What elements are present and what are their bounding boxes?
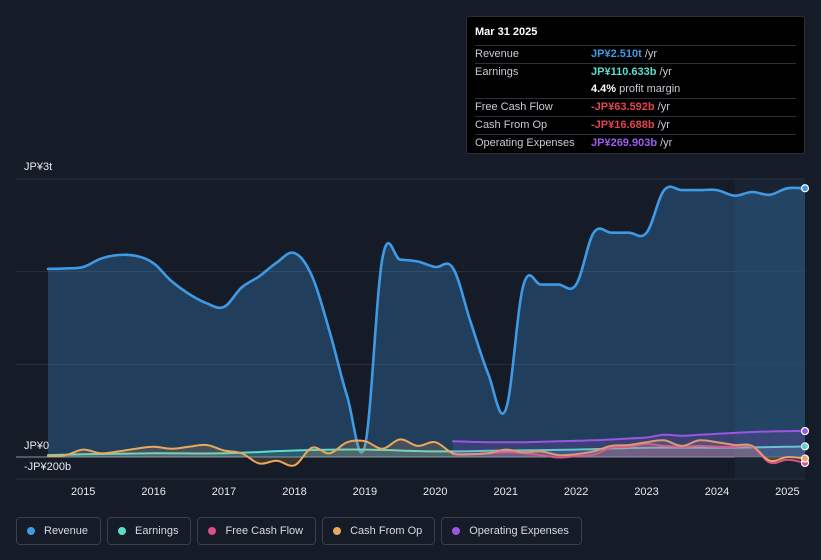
legend-label: Revenue xyxy=(44,525,89,537)
tooltip-row-suffix: /yr xyxy=(654,101,670,113)
y-label-top: JP¥3t xyxy=(24,161,52,173)
series-end-marker-earnings xyxy=(800,442,810,451)
series-line-cash-from-op xyxy=(47,438,806,467)
legend-dot-icon xyxy=(27,527,35,535)
grid xyxy=(16,178,805,480)
tooltip-row-value: JP¥269.903b /yr xyxy=(591,135,672,152)
tooltip-row-suffix: /yr xyxy=(656,66,672,78)
tooltip-row: Revenue JP¥2.510t /yr xyxy=(475,45,796,63)
tooltip-row-value: JP¥2.510t /yr xyxy=(591,46,657,63)
tooltip-row-value: 4.4% profit margin xyxy=(591,81,680,98)
legend-item-operating-expenses[interactable]: Operating Expenses xyxy=(441,517,582,545)
series-line-revenue xyxy=(46,185,807,454)
x-tick-label-2016: 2016 xyxy=(141,486,165,498)
tooltip-row-number: 4.4% xyxy=(591,83,617,95)
tooltip-row-key: Earnings xyxy=(475,66,519,78)
tooltip-row-value: -JP¥63.592b /yr xyxy=(591,99,670,116)
tooltip-row-key: Revenue xyxy=(475,48,520,60)
tooltip-row-suffix: profit margin xyxy=(616,83,681,95)
series-line-operating-expenses xyxy=(451,430,806,444)
series-end-marker-cash-from-op xyxy=(800,454,810,463)
tooltip-row-value: JP¥110.633b /yr xyxy=(591,64,672,81)
series-area-revenue xyxy=(48,186,805,457)
tooltip-row-number: -JP¥16.688b xyxy=(591,119,655,131)
x-tick-label-2017: 2017 xyxy=(212,486,236,498)
legend-item-revenue[interactable]: Revenue xyxy=(16,517,102,545)
x-axis-ticks: 2015 2016 2017 2018 2019 2020 2021 2022 2023 2024… xyxy=(71,486,800,498)
x-tick-label-2019: 2019 xyxy=(353,486,377,498)
legend-item-free-cash-flow[interactable]: Free Cash Flow xyxy=(197,517,317,545)
tooltip-row-value: -JP¥16.688b /yr xyxy=(591,117,670,134)
series-layer xyxy=(46,184,810,468)
tooltip-row: Operating Expenses JP¥269.903b /yr xyxy=(475,134,796,152)
tooltip-row-key xyxy=(475,81,591,98)
x-tick-label-2025: 2025 xyxy=(775,486,799,498)
tooltip-row: Free Cash Flow -JP¥63.592b /yr xyxy=(475,98,796,116)
tooltip-row-number: JP¥110.633b xyxy=(591,66,657,78)
tooltip-row-number: -JP¥63.592b xyxy=(591,101,655,113)
tooltip-rows: Revenue JP¥2.510t /yr Earnings JP¥110.633b … xyxy=(475,45,796,152)
legend-label: Free Cash Flow xyxy=(225,525,304,537)
legend: Revenue Earnings Free Cash Flow Cash From O… xyxy=(16,517,582,545)
y-axis-labels: JP¥3t JP¥0 -JP¥200b xyxy=(24,161,71,473)
x-tick-label-2024: 2024 xyxy=(705,486,729,498)
tooltip-date: Mar 31 2025 xyxy=(475,26,538,38)
y-label-zero: JP¥0 xyxy=(24,440,49,452)
tooltip-row: 4.4% profit margin xyxy=(475,81,796,98)
tooltip-row: Earnings JP¥110.633b /yr xyxy=(475,63,796,81)
tooltip-row-key: Operating Expenses xyxy=(475,137,575,149)
x-tick-label-2023: 2023 xyxy=(634,486,658,498)
series-end-marker-revenue xyxy=(800,184,810,193)
tooltip-row-suffix: /yr xyxy=(641,48,658,60)
tooltip-row: Cash From Op -JP¥16.688b /yr xyxy=(475,116,796,134)
x-tick-label-2020: 2020 xyxy=(423,486,447,498)
tooltip-row-suffix: /yr xyxy=(654,119,670,131)
legend-dot-icon xyxy=(118,527,127,535)
legend-dot-icon xyxy=(333,527,342,535)
series-area-operating-expenses xyxy=(452,431,805,457)
legend-dot-icon xyxy=(208,527,217,535)
y-label-bottom: -JP¥200b xyxy=(24,461,71,473)
tooltip: Mar 31 2025 Revenue JP¥2.510t /yr Earnings… xyxy=(466,16,805,154)
legend-label: Earnings xyxy=(135,525,179,537)
series-area-free-cash-flow xyxy=(452,443,805,464)
series-end-marker-operating-expenses xyxy=(800,426,810,436)
x-tick-label-2015: 2015 xyxy=(71,486,95,498)
x-tick-label-2022: 2022 xyxy=(564,486,588,498)
tooltip-row-number: JP¥2.510t xyxy=(591,48,642,60)
x-tick-label-2021: 2021 xyxy=(493,486,517,498)
legend-label: Operating Expenses xyxy=(469,525,569,537)
legend-item-cash-from-op[interactable]: Cash From Op xyxy=(322,517,436,545)
tooltip-row-suffix: /yr xyxy=(657,137,673,149)
legend-dot-icon xyxy=(452,527,461,535)
x-tick-label-2018: 2018 xyxy=(282,486,306,498)
tooltip-row-key: Cash From Op xyxy=(475,119,548,131)
tooltip-row-key: Free Cash Flow xyxy=(475,101,553,113)
legend-item-earnings[interactable]: Earnings xyxy=(107,517,192,545)
forecast-shade-rect xyxy=(734,179,805,479)
forecast-shade xyxy=(734,179,805,479)
tooltip-row-number: JP¥269.903b xyxy=(591,137,658,149)
legend-label: Cash From Op xyxy=(350,525,423,537)
